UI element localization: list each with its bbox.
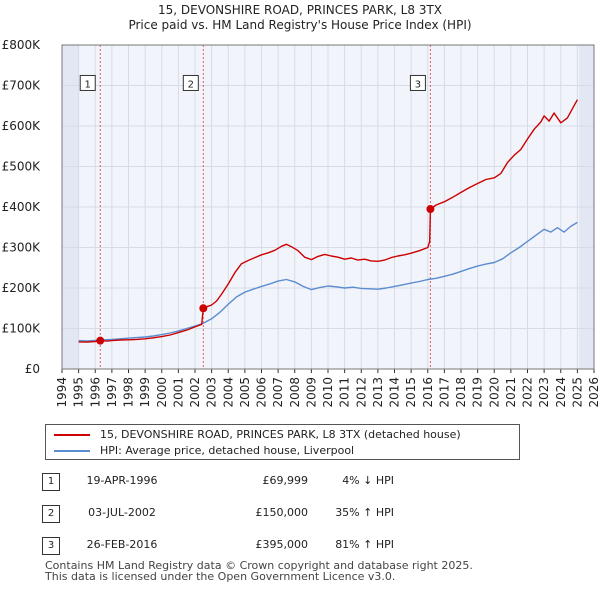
plot-border bbox=[61, 44, 595, 370]
x-tick-label: 2013 bbox=[371, 377, 385, 408]
x-tick-label: 2001 bbox=[171, 377, 185, 408]
transaction-price: £395,000 bbox=[255, 538, 309, 551]
x-tick-label: 2008 bbox=[288, 377, 302, 408]
transaction-price: £150,000 bbox=[255, 506, 309, 519]
chart-title-line2: Price paid vs. HM Land Registry's House … bbox=[128, 18, 472, 32]
sale-point bbox=[426, 205, 435, 214]
y-tick-label: £800K bbox=[2, 38, 42, 52]
x-tick-label: 2022 bbox=[521, 377, 535, 408]
x-tick-label: 2000 bbox=[155, 377, 169, 408]
legend-item-property: 15, DEVONSHIRE ROAD, PRINCES PARK, L8 3T… bbox=[54, 427, 461, 443]
chart-title-line1: 15, DEVONSHIRE ROAD, PRINCES PARK, L8 3T… bbox=[157, 3, 443, 17]
y-tick-label: £200K bbox=[2, 281, 42, 295]
x-tick-label: 2010 bbox=[321, 377, 335, 408]
x-tick-label: 2021 bbox=[504, 377, 518, 408]
x-tick-label: 1997 bbox=[105, 377, 119, 408]
x-tick-label: 2024 bbox=[554, 377, 568, 408]
y-tick-label: £500K bbox=[2, 160, 42, 174]
transaction-price: £69,999 bbox=[262, 474, 309, 487]
footer-licence: This data is licensed under the Open Gov… bbox=[45, 570, 396, 583]
legend-swatch-property bbox=[54, 434, 90, 436]
x-tick-label: 2017 bbox=[437, 377, 451, 408]
sale-marker-label: 1 bbox=[85, 79, 91, 90]
transaction-number: 3 bbox=[42, 537, 60, 555]
x-tick-label: 2026 bbox=[587, 377, 600, 408]
x-tick-label: 2011 bbox=[338, 377, 352, 408]
x-tick-label: 2005 bbox=[238, 377, 252, 408]
legend: 15, DEVONSHIRE ROAD, PRINCES PARK, L8 3T… bbox=[45, 424, 520, 460]
hpi-series-line bbox=[78, 221, 578, 342]
transaction-number: 1 bbox=[42, 473, 60, 491]
x-tick-label: 2020 bbox=[487, 377, 501, 408]
legend-swatch-hpi bbox=[54, 450, 90, 452]
transaction-row: 3 26-FEB-2016 £395,000 81% ↑ HPI bbox=[42, 536, 582, 556]
footer-copyright: Contains HM Land Registry data © Crown c… bbox=[45, 559, 473, 572]
x-tick-label: 1998 bbox=[122, 377, 136, 408]
property-series-line bbox=[78, 99, 579, 343]
x-tick-label: 2006 bbox=[255, 377, 269, 408]
x-tick-label: 2002 bbox=[188, 377, 202, 408]
y-tick-label: £100K bbox=[2, 322, 42, 336]
transaction-row: 2 03-JUL-2002 £150,000 35% ↑ HPI bbox=[42, 504, 582, 524]
y-tick-label: £600K bbox=[2, 119, 42, 133]
transaction-date: 19-APR-1996 bbox=[86, 474, 158, 487]
x-tick-label: 2023 bbox=[537, 377, 551, 408]
x-tick-label: 2004 bbox=[221, 377, 235, 408]
sale-marker-box bbox=[79, 74, 96, 91]
x-tick-label: 2019 bbox=[471, 377, 485, 408]
price-chart: 1 2 3 1994 1995 1996 1997 1998 1999 2000 2001 2002… bbox=[2, 38, 600, 408]
x-tick-label: 2015 bbox=[404, 377, 418, 408]
y-tick-label: £0 bbox=[25, 362, 40, 376]
transaction-hpi-diff: 81% ↑ HPI bbox=[335, 538, 394, 551]
x-tick-label: 2014 bbox=[388, 377, 402, 408]
x-tick-label: 1994 bbox=[55, 377, 69, 408]
x-tick-label: 2025 bbox=[570, 377, 584, 408]
transaction-number: 2 bbox=[42, 505, 60, 523]
x-tick-label: 2012 bbox=[354, 377, 368, 408]
sale-marker-box bbox=[409, 74, 426, 91]
legend-label-property: 15, DEVONSHIRE ROAD, PRINCES PARK, L8 3T… bbox=[100, 428, 461, 441]
sale-point bbox=[199, 304, 208, 313]
transaction-hpi-diff: 4% ↓ HPI bbox=[342, 474, 394, 487]
sale-point bbox=[96, 336, 105, 345]
sale-marker-box bbox=[182, 74, 199, 91]
x-tick-label: 2003 bbox=[205, 377, 219, 408]
y-tick-label: £300K bbox=[2, 241, 42, 255]
legend-label-hpi: HPI: Average price, detached house, Live… bbox=[100, 444, 355, 457]
transaction-date: 26-FEB-2016 bbox=[86, 538, 158, 551]
transaction-row: 1 19-APR-1996 £69,999 4% ↓ HPI bbox=[42, 472, 582, 492]
x-tick-label: 1999 bbox=[138, 377, 152, 408]
x-tick-label: 2009 bbox=[304, 377, 318, 408]
y-tick-label: £400K bbox=[2, 200, 42, 214]
legend-item-hpi: HPI: Average price, detached house, Live… bbox=[54, 443, 354, 459]
transaction-date: 03-JUL-2002 bbox=[88, 506, 156, 519]
x-tick-label: 2018 bbox=[454, 377, 468, 408]
y-tick-label: £700K bbox=[2, 79, 42, 93]
transaction-hpi-diff: 35% ↑ HPI bbox=[335, 506, 394, 519]
x-tick-label: 2007 bbox=[271, 377, 285, 408]
sale-marker-label: 2 bbox=[188, 79, 194, 90]
sale-marker-label: 3 bbox=[415, 79, 421, 90]
x-tick-label: 1995 bbox=[72, 377, 86, 408]
x-tick-label: 2016 bbox=[421, 377, 435, 408]
x-tick-label: 1996 bbox=[88, 377, 102, 408]
